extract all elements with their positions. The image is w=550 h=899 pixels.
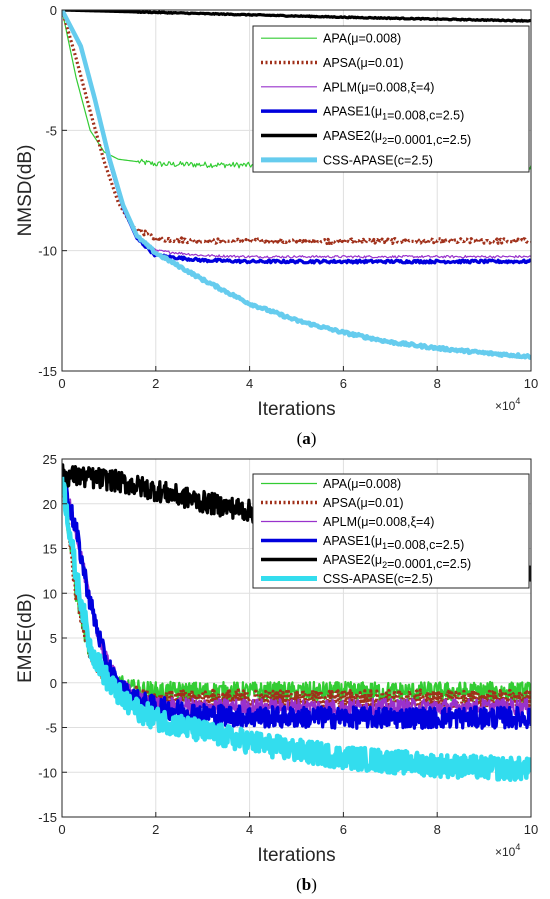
legend-label: CSS-APASE(c=2.5)	[323, 153, 433, 167]
y-tick-label: -10	[38, 244, 57, 259]
x-tick-label: 0	[58, 822, 65, 837]
x-tick-label: 10	[524, 376, 538, 391]
series-line-apase1-1-0-008-c-2-5-	[62, 476, 531, 730]
y-tick-label: 10	[43, 586, 57, 601]
x-tick-label: 4	[246, 376, 253, 391]
y-tick-label: -15	[38, 810, 57, 825]
y-tick-label: 0	[50, 3, 57, 18]
y-tick-label: 25	[43, 452, 57, 467]
legend-label: APASE1(μ1=0.008,c=2.5)	[323, 534, 464, 552]
x-tick-label: 8	[434, 376, 441, 391]
x-tick-label: 6	[340, 376, 347, 391]
y-tick-label: -5	[45, 123, 57, 138]
x-tick-label: 6	[340, 822, 347, 837]
y-tick-label: -10	[38, 765, 57, 780]
series-line-apsa-0-01-	[62, 10, 531, 246]
x-tick-label: 2	[152, 822, 159, 837]
legend-label: CSS-APASE(c=2.5)	[323, 572, 433, 586]
legend-label: APASE2(μ2=0.0001,c=2.5)	[323, 553, 471, 571]
x-tick-label: 2	[152, 376, 159, 391]
x-tick-label: 8	[434, 822, 441, 837]
y-tick-label: 5	[50, 631, 57, 646]
y-tick-label: 15	[43, 542, 57, 557]
x-axis-label: Iterations	[257, 399, 335, 420]
legend-label: APASE1(μ1=0.008,c=2.5)	[323, 105, 464, 123]
series-line-apase2-2-0-0001-c-2-5-	[62, 10, 531, 23]
panel-caption: (a)	[297, 429, 317, 448]
legend-box	[252, 25, 530, 173]
series-line-css-apase-c-2-5-	[62, 476, 531, 782]
x-multiplier: ×104	[495, 842, 520, 859]
y-tick-label: -5	[45, 721, 57, 736]
x-multiplier: ×104	[495, 396, 520, 413]
legend-label: APASE2(μ2=0.0001,c=2.5)	[323, 129, 471, 147]
legend-label: APSA(μ=0.01)	[323, 56, 404, 70]
legend-label: APSA(μ=0.01)	[323, 496, 404, 510]
y-axis-label: EMSE(dB)	[15, 593, 36, 683]
y-tick-label: 0	[50, 676, 57, 691]
legend-label: APA(μ=0.008)	[323, 477, 401, 491]
legend-label: APA(μ=0.008)	[323, 32, 401, 46]
series-line-css-apase-c-2-5-	[62, 10, 531, 360]
y-tick-label: 20	[43, 497, 57, 512]
legend-label: APLM(μ=0.008,ξ=4)	[323, 80, 434, 94]
x-tick-label: 4	[246, 822, 253, 837]
y-tick-label: -15	[38, 364, 57, 379]
legend-box	[252, 473, 530, 589]
chart-panel-a: 0 2 4 6 8 10 0 -5 -10 -15 Iterations NMSD(dB) ×104 (a…	[15, 3, 538, 448]
axes-box	[61, 9, 532, 372]
y-axis-label: NMSD(dB)	[15, 145, 36, 237]
panel-caption: (b)	[296, 875, 317, 894]
chart-panel-b: 0 2 4 6 8 10 25 20 15 10 5 0 -5 -10 -15 Iterations EMSE(…	[15, 452, 538, 894]
x-tick-label: 0	[58, 376, 65, 391]
x-axis-label: Iterations	[257, 845, 335, 866]
x-tick-label: 10	[524, 822, 538, 837]
legend-label: APLM(μ=0.008,ξ=4)	[323, 515, 434, 529]
